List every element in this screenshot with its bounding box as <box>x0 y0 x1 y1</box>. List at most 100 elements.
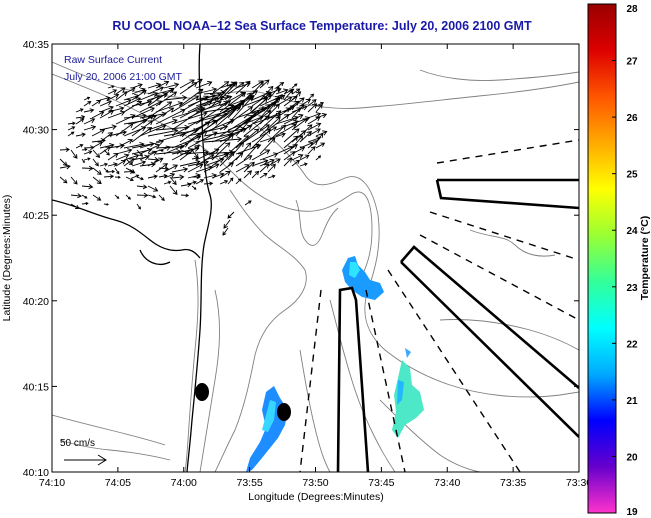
colorbar-tick-label: 23 <box>626 283 638 294</box>
current-vector <box>203 181 214 186</box>
current-vector <box>219 150 235 167</box>
current-vector <box>169 185 178 195</box>
current-vector <box>259 85 274 101</box>
current-vector <box>99 162 109 167</box>
current-vector <box>155 108 186 125</box>
current-vector <box>171 166 189 173</box>
radar-beam-east <box>400 245 579 438</box>
current-vector <box>147 92 168 107</box>
current-vector <box>171 174 185 180</box>
current-vector <box>59 176 68 184</box>
y-tick-label: 40:35 <box>23 39 49 51</box>
current-vector <box>227 211 235 219</box>
current-vector <box>136 184 148 190</box>
current-vector <box>163 142 189 155</box>
current-vector <box>259 97 279 119</box>
current-vector <box>81 184 94 190</box>
current-vector <box>91 141 104 149</box>
x-tick-label: 74:10 <box>39 477 65 489</box>
current-vector <box>67 131 75 137</box>
current-vector <box>115 98 132 107</box>
sst-patch-fleck <box>405 348 411 358</box>
current-vector <box>211 81 230 95</box>
current-vector <box>211 84 233 107</box>
current-vector <box>244 200 252 206</box>
current-vector <box>243 124 270 143</box>
contour-line <box>52 414 166 446</box>
current-vector <box>315 142 326 149</box>
current-vector <box>99 95 111 101</box>
figure-title: RU COOL NOAA–12 Sea Surface Temperature:… <box>112 19 532 33</box>
contour-line <box>299 349 331 472</box>
current-vector <box>219 162 235 173</box>
current-vector <box>299 99 312 107</box>
current-vector <box>163 82 180 89</box>
current-vector <box>75 114 86 120</box>
current-vector <box>251 149 271 161</box>
current-vector <box>179 82 198 95</box>
current-vector <box>115 114 136 125</box>
colorbar-tick-label: 25 <box>626 170 638 181</box>
contour-line <box>295 199 339 246</box>
current-vector <box>158 166 170 171</box>
dashed-beam-line <box>429 211 579 261</box>
current-vector <box>83 150 93 155</box>
current-vector <box>180 182 192 188</box>
x-tick-label: 74:05 <box>105 477 131 489</box>
current-vector <box>171 108 204 131</box>
current-vector <box>125 167 136 174</box>
river-shore-path <box>139 249 171 265</box>
current-vector <box>103 203 109 206</box>
colorbar-tick-label: 28 <box>626 4 638 15</box>
x-tick-label: 73:35 <box>500 477 526 489</box>
current-vector <box>125 158 133 166</box>
current-vector <box>139 150 158 161</box>
current-vector <box>75 108 84 113</box>
current-vector <box>107 153 119 161</box>
current-vector <box>243 170 253 179</box>
current-vector <box>155 80 170 89</box>
current-vector <box>81 148 88 151</box>
current-vector <box>147 128 179 137</box>
scale-bar-arrow <box>64 454 107 466</box>
current-vector <box>307 112 322 119</box>
current-vector <box>131 114 154 131</box>
current-vector <box>107 85 115 89</box>
current-vector <box>267 174 276 179</box>
current-vector <box>195 118 236 137</box>
contour-line <box>59 439 171 461</box>
current-vector <box>59 158 68 167</box>
current-vector <box>136 149 143 157</box>
current-vector <box>235 178 242 185</box>
current-vector <box>243 97 268 119</box>
current-vector <box>219 170 231 179</box>
current-vector <box>125 194 131 200</box>
river-shore-path <box>52 199 201 259</box>
current-vector <box>70 203 80 209</box>
current-vector <box>187 96 219 113</box>
colorbar-tick-label: 19 <box>626 507 638 518</box>
current-vector <box>307 146 316 155</box>
current-vector <box>92 158 99 167</box>
current-vector <box>139 100 163 113</box>
current-vector <box>81 194 88 199</box>
current-vector <box>107 89 118 95</box>
contour-line <box>249 119 579 398</box>
map-content <box>52 44 579 472</box>
current-vector <box>81 158 85 164</box>
current-vector <box>251 126 278 143</box>
current-vector <box>227 141 245 161</box>
contour-line <box>52 73 373 281</box>
current-vector <box>291 135 304 149</box>
current-vector <box>211 101 245 131</box>
current-vector <box>195 80 213 89</box>
current-vector <box>291 118 308 131</box>
current-vector <box>115 138 134 149</box>
current-vector <box>83 96 91 101</box>
sst-patch-east <box>392 360 424 438</box>
current-vector <box>171 95 200 113</box>
current-vector <box>179 121 211 143</box>
current-vector <box>131 83 143 89</box>
colorbar-tick-label: 24 <box>626 226 638 237</box>
